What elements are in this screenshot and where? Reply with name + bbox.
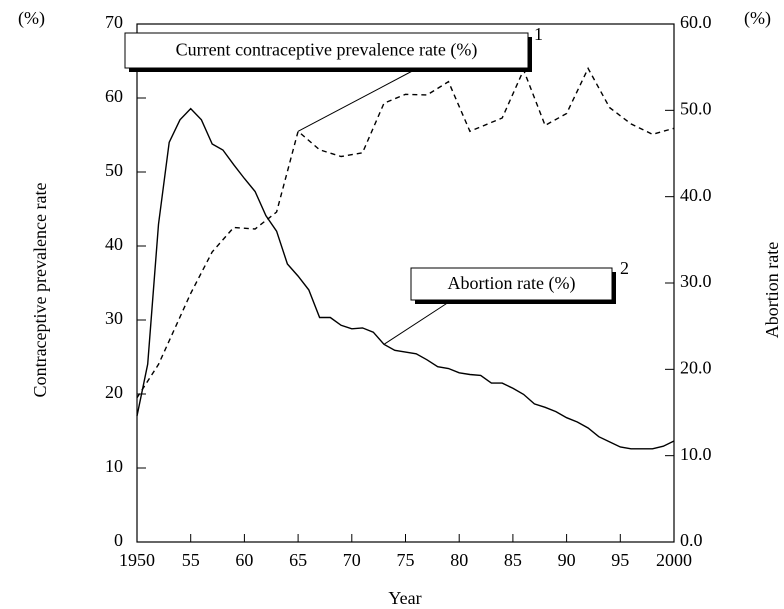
footnote-mark: 1	[534, 24, 543, 44]
x-tick-label: 90	[558, 550, 576, 570]
legend-label: Current contraceptive prevalence rate (%…	[176, 40, 478, 61]
x-tick-label: 70	[343, 550, 361, 570]
x-axis-label: Year	[388, 588, 421, 608]
x-tick-label: 1950	[119, 550, 155, 570]
x-tick-label: 65	[289, 550, 307, 570]
series-line	[136, 107, 675, 450]
x-tick-label: 55	[182, 550, 200, 570]
series-line	[136, 66, 675, 399]
y2-tick-label: 30.0	[680, 271, 712, 291]
y2-tick-label: 40.0	[680, 185, 712, 205]
x-tick-label: 85	[504, 550, 522, 570]
y2-tick-label: 0.0	[680, 530, 703, 550]
y2-tick-label: 20.0	[680, 357, 712, 377]
leader-line	[383, 299, 453, 345]
y2-tick-label: 10.0	[680, 444, 712, 464]
x-tick-label: 80	[450, 550, 468, 570]
y2-axis-label: Abortion rate	[762, 242, 782, 338]
y-tick-label: 40	[105, 234, 123, 254]
y-tick-label: 20	[105, 382, 123, 402]
legend-box	[410, 267, 613, 301]
footnote-mark: 2	[620, 258, 629, 278]
legend-box	[124, 32, 529, 69]
y-unit: (%)	[18, 8, 45, 29]
y2-unit: (%)	[744, 8, 771, 29]
x-tick-label: 95	[611, 550, 629, 570]
y-tick-label: 0	[114, 530, 123, 550]
y-tick-label: 60	[105, 86, 123, 106]
x-tick-label: 75	[397, 550, 415, 570]
y-tick-label: 10	[105, 456, 123, 476]
y2-tick-label: 60.0	[680, 12, 712, 32]
y-tick-label: 70	[105, 12, 123, 32]
y2-tick-label: 50.0	[680, 98, 712, 118]
leader-line	[297, 67, 419, 132]
legend-label: Abortion rate (%)	[448, 273, 576, 294]
x-tick-label: 60	[235, 550, 253, 570]
x-tick-label: 2000	[656, 550, 692, 570]
y-axis-label: Contraceptive prevalence rate	[30, 183, 50, 398]
y-tick-label: 50	[105, 160, 123, 180]
y-tick-label: 30	[105, 308, 123, 328]
